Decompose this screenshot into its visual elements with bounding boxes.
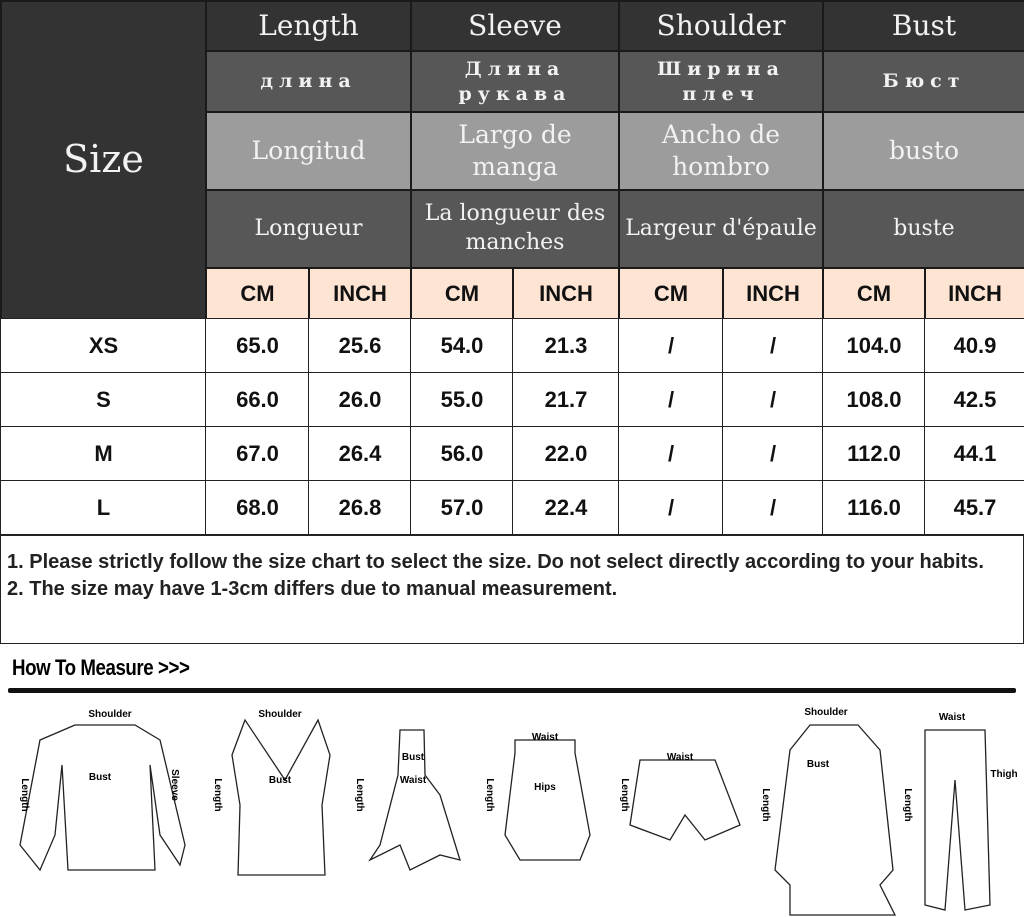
- notes: 1. Please strictly follow the size chart…: [0, 534, 1024, 644]
- blouse-diagram: Shoulder Bust Length Sleeve: [19, 709, 186, 872]
- size-cell: S: [0, 372, 207, 428]
- column-header-ru: Длина рукава: [410, 50, 620, 113]
- size-header: Size: [0, 0, 207, 320]
- value-cell: 26.8: [308, 480, 412, 536]
- column-header-fr: buste: [822, 189, 1024, 269]
- value-cell: 68.0: [205, 480, 310, 536]
- measure-label: Length: [902, 788, 913, 821]
- value-cell: 21.3: [512, 318, 620, 374]
- measure-label: Length: [354, 778, 365, 811]
- value-cell: /: [722, 426, 824, 482]
- value-cell: 21.7: [512, 372, 620, 428]
- column-header-fr: Longueur: [205, 189, 412, 269]
- value-cell: /: [722, 372, 824, 428]
- column-header-es: Longitud: [205, 111, 412, 191]
- divider: [8, 688, 1016, 693]
- value-cell: 65.0: [205, 318, 310, 374]
- column-header-es: Largo de manga: [410, 111, 620, 191]
- column-header-es: busto: [822, 111, 1024, 191]
- column-header-en: Shoulder: [618, 0, 824, 52]
- value-cell: 44.1: [924, 426, 1024, 482]
- measure-label: Waist: [532, 732, 559, 743]
- size-cell: M: [0, 426, 207, 482]
- column-header-ru: длина: [205, 50, 412, 113]
- column-header-fr: Largeur d'épaule: [618, 189, 824, 269]
- measure-label: Hips: [534, 782, 556, 793]
- measure-label: Bust: [402, 752, 425, 763]
- note-2: 2. The size may have 1-3cm differs due t…: [7, 578, 618, 600]
- value-cell: 54.0: [410, 318, 514, 374]
- column-header-ru: Ширина плеч: [618, 50, 824, 113]
- measure-label: Shoulder: [804, 707, 847, 718]
- unit-header: INCH: [924, 267, 1024, 320]
- measure-label: Waist: [939, 712, 966, 723]
- column-header-en: Length: [205, 0, 412, 52]
- pants-diagram: Waist Thigh Length: [902, 712, 1018, 911]
- shorts-diagram: Waist Length: [619, 752, 741, 841]
- value-cell: 42.5: [924, 372, 1024, 428]
- value-cell: 26.0: [308, 372, 412, 428]
- measure-label: Bust: [89, 772, 112, 783]
- measure-label: Length: [619, 778, 630, 811]
- value-cell: 57.0: [410, 480, 514, 536]
- coat-diagram: Shoulder Bust Length: [760, 707, 897, 916]
- unit-header: CM: [822, 267, 926, 320]
- skirt-diagram: Waist Hips Length: [484, 732, 591, 861]
- measure-label: Length: [19, 778, 30, 811]
- size-cell: L: [0, 480, 207, 536]
- value-cell: 67.0: [205, 426, 310, 482]
- value-cell: 56.0: [410, 426, 514, 482]
- value-cell: /: [722, 318, 824, 374]
- measure-label: Length: [760, 788, 771, 821]
- column-header-fr: La longueur des manches: [410, 189, 620, 269]
- value-cell: 26.4: [308, 426, 412, 482]
- measure-label: Length: [212, 778, 223, 811]
- measure-label: Sleeve: [169, 769, 180, 801]
- value-cell: 40.9: [924, 318, 1024, 374]
- column-header-ru: Бюст: [822, 50, 1024, 113]
- measure-label: Waist: [667, 752, 694, 763]
- how-to-measure-heading: How To Measure >>>: [12, 655, 190, 680]
- measure-label: Waist: [400, 775, 427, 786]
- measurement-diagrams: Shoulder Bust Length Sleeve Shoulder Bust Leng…: [19, 707, 1018, 916]
- unit-header: INCH: [722, 267, 824, 320]
- unit-header: CM: [205, 267, 310, 320]
- value-cell: 55.0: [410, 372, 514, 428]
- unit-header: INCH: [308, 267, 412, 320]
- value-cell: 22.0: [512, 426, 620, 482]
- column-header-en: Bust: [822, 0, 1024, 52]
- value-cell: 25.6: [308, 318, 412, 374]
- dress-diagram: Bust Waist Length: [354, 729, 461, 871]
- unit-header: CM: [410, 267, 514, 320]
- measure-label: Bust: [269, 775, 292, 786]
- value-cell: 116.0: [822, 480, 926, 536]
- size-cell: XS: [0, 318, 207, 374]
- unit-header: CM: [618, 267, 724, 320]
- value-cell: 112.0: [822, 426, 926, 482]
- value-cell: 108.0: [822, 372, 926, 428]
- unit-header: INCH: [512, 267, 620, 320]
- value-cell: /: [618, 372, 724, 428]
- value-cell: /: [618, 480, 724, 536]
- value-cell: 104.0: [822, 318, 926, 374]
- measure-label: Thigh: [990, 769, 1017, 780]
- measure-label: Length: [484, 778, 495, 811]
- value-cell: /: [618, 318, 724, 374]
- column-header-es: Ancho de hombro: [618, 111, 824, 191]
- tank-top-diagram: Shoulder Bust Length: [212, 709, 331, 876]
- measure-label: Shoulder: [88, 709, 131, 720]
- note-1: 1. Please strictly follow the size chart…: [7, 551, 984, 573]
- value-cell: 66.0: [205, 372, 310, 428]
- measure-label: Bust: [807, 759, 830, 770]
- value-cell: /: [722, 480, 824, 536]
- measure-label: Shoulder: [258, 709, 301, 720]
- value-cell: /: [618, 426, 724, 482]
- value-cell: 22.4: [512, 480, 620, 536]
- value-cell: 45.7: [924, 480, 1024, 536]
- column-header-en: Sleeve: [410, 0, 620, 52]
